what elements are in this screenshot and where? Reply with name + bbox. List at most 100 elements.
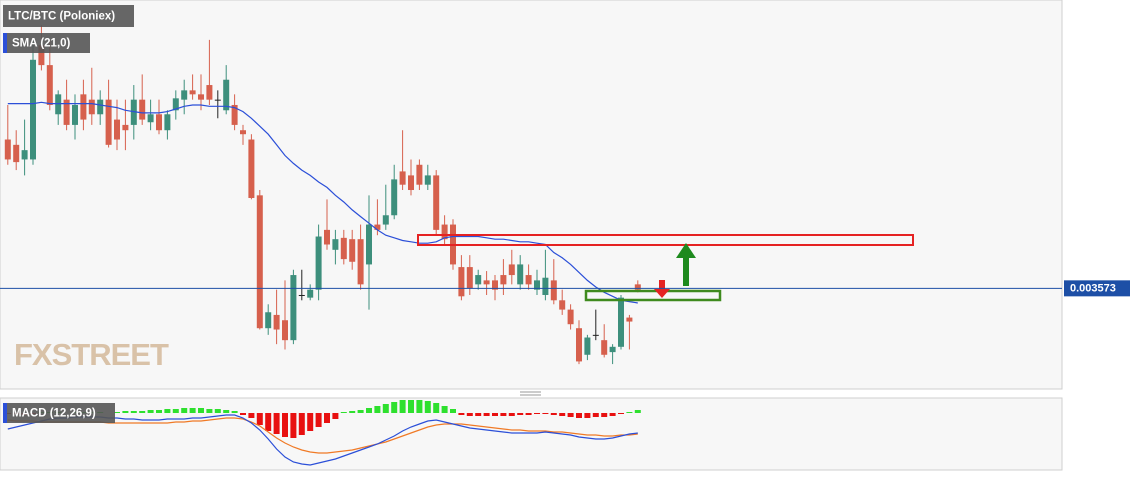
histogram-bar	[164, 409, 171, 413]
histogram-bar	[592, 413, 599, 417]
candle-body	[475, 275, 482, 285]
histogram-bar	[517, 413, 524, 415]
histogram-bar	[256, 413, 263, 425]
histogram-bar	[114, 412, 120, 413]
histogram-bar	[584, 413, 591, 418]
candle-body	[382, 215, 389, 225]
candle-body	[332, 239, 339, 250]
histogram-bar	[399, 400, 406, 413]
histogram-bar	[282, 413, 288, 437]
candle-body	[4, 139, 11, 160]
candle-body	[307, 289, 314, 298]
legend-box	[3, 33, 90, 53]
histogram-bar	[298, 413, 305, 435]
histogram-bar	[458, 413, 465, 415]
histogram-bar	[508, 413, 515, 416]
last-price-box	[1064, 280, 1130, 297]
candle-body	[626, 317, 633, 322]
candle-body	[508, 264, 515, 276]
histogram-bar	[273, 413, 280, 434]
histogram-bar	[634, 410, 641, 413]
candle-body	[265, 312, 272, 329]
candle-body	[97, 99, 104, 115]
price-pane	[0, 0, 1063, 390]
histogram-bar	[550, 413, 557, 415]
histogram-bar	[450, 409, 456, 413]
histogram-bar	[357, 410, 364, 413]
candle-body	[240, 130, 246, 135]
candle-body	[500, 275, 507, 285]
histogram-bar	[290, 413, 297, 438]
histogram-bar	[248, 413, 255, 418]
histogram-bar	[559, 413, 566, 416]
candle-body	[198, 94, 204, 100]
histogram-bar	[382, 404, 389, 413]
candle-body	[72, 104, 78, 125]
legend-title: LTC/BTC (Poloniex)	[8, 11, 115, 23]
candle-body	[433, 175, 440, 230]
candle-body	[559, 300, 566, 310]
histogram-bar	[231, 411, 238, 413]
histogram-bar	[576, 413, 582, 418]
candle-body	[399, 171, 406, 185]
histogram-bar	[122, 411, 129, 413]
candle-body	[517, 264, 524, 285]
candle-body	[156, 114, 162, 131]
candle-body	[315, 236, 322, 290]
candle-body	[172, 98, 179, 111]
candle-body	[324, 229, 330, 245]
candle-body	[88, 99, 95, 115]
candle-body	[298, 294, 305, 296]
candle-body	[416, 164, 423, 185]
histogram-bar	[601, 413, 608, 417]
candle-body	[80, 94, 87, 120]
candle-body	[525, 275, 532, 285]
candle-body	[147, 114, 154, 123]
histogram-bar	[391, 402, 398, 413]
histogram-bar	[416, 400, 423, 413]
candle-body	[114, 119, 120, 140]
candle-body	[139, 99, 146, 120]
histogram-bar	[214, 409, 221, 413]
histogram-bar	[441, 406, 448, 413]
candle-body	[584, 337, 591, 355]
resistance-zone	[417, 234, 914, 246]
candle-body	[282, 320, 288, 341]
candle-body	[55, 94, 62, 115]
legend-box	[3, 5, 134, 27]
legend-swatch	[3, 403, 7, 423]
histogram-bar	[223, 410, 230, 413]
candle-body	[618, 297, 624, 347]
histogram-bar	[340, 412, 347, 413]
candle-body	[609, 346, 616, 353]
candle-body	[256, 195, 263, 329]
histogram-bar	[567, 413, 574, 417]
histogram-bar	[324, 413, 330, 423]
candle-body	[492, 280, 498, 290]
candle-body	[340, 237, 347, 260]
candle-body	[634, 284, 641, 290]
candle-body	[130, 99, 137, 125]
histogram-bar	[534, 413, 540, 414]
candle-body	[122, 124, 129, 131]
candle-body	[483, 280, 490, 285]
histogram-bar	[424, 401, 431, 413]
legend-box	[3, 403, 115, 423]
histogram-bar	[172, 409, 179, 413]
candle-body	[248, 139, 255, 198]
candle-body	[206, 85, 213, 100]
arrow-down	[659, 280, 665, 290]
candle-body	[38, 45, 45, 66]
candle-body	[592, 334, 599, 336]
histogram-bar	[156, 410, 162, 413]
candle-body	[231, 104, 238, 125]
histogram-bar	[542, 413, 549, 414]
candle-body	[542, 277, 549, 295]
candle-body	[567, 309, 574, 325]
candle-body	[441, 224, 448, 240]
legend-macd: MACD (12,26,9)	[12, 408, 96, 420]
histogram-bar	[433, 403, 440, 413]
candle-body	[357, 239, 364, 285]
candle-body	[13, 144, 20, 163]
